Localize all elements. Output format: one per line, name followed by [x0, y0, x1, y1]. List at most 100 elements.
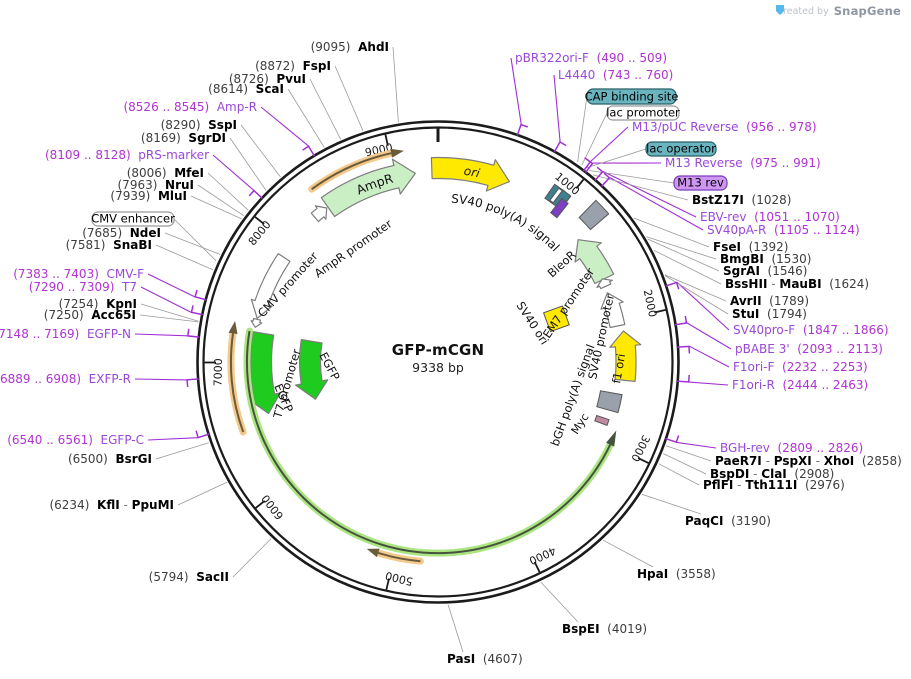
boxed-label-cap-binding-site[interactable]: CAP binding site — [585, 90, 679, 104]
primer-tick-pbabe-3[interactable] — [674, 315, 688, 326]
feature-em7-promoter-8[interactable] — [596, 278, 613, 290]
feature-egfp-5[interactable] — [247, 331, 281, 415]
label-kfli-ppumi[interactable]: (6234) KflI - PpuMI — [49, 498, 174, 512]
feature-myc-13[interactable] — [594, 414, 610, 427]
feature-label-bleor-5[interactable]: BleoR — [545, 248, 579, 281]
boxed-label-cap-binding-site-bg[interactable] — [586, 88, 677, 105]
label-kpni[interactable]: (7254) KpnI — [59, 297, 137, 311]
feature-ampr-1[interactable] — [320, 158, 416, 218]
feature-bgh-poly-a-signal-12[interactable] — [596, 390, 623, 414]
label-amp-r[interactable]: (8526 .. 8545) Amp-R — [123, 100, 257, 114]
feature-ori-0[interactable] — [430, 156, 510, 192]
primer-tick-m13-puc-reverse[interactable] — [582, 157, 592, 172]
label-bstz17i[interactable]: BstZ17I (1028) — [692, 193, 791, 207]
boxed-label-lac-operator[interactable]: lac operator — [646, 142, 716, 156]
feature-bleor-7[interactable] — [574, 239, 615, 285]
feature-m13-rev-18[interactable] — [549, 197, 569, 219]
boxed-label-cmv-enhancer[interactable]: CMV enhancer — [91, 212, 175, 226]
label-bgh-rev[interactable]: BGH-rev (2809 .. 2826) — [720, 441, 863, 455]
label-m13-puc-reverse[interactable]: M13/pUC Reverse (956 .. 978) — [632, 120, 817, 134]
label-l4440[interactable]: L4440 (743 .. 760) — [558, 68, 673, 82]
feature-sv40-ori-14[interactable] — [542, 305, 570, 333]
primer-tick-sv40pa-r[interactable] — [600, 172, 611, 187]
boxed-label-lac-promoter-bg[interactable] — [606, 105, 680, 121]
label-exfp-r[interactable]: (6889 .. 6908) EXFP-R — [0, 372, 131, 386]
label-sv40pro-f[interactable]: SV40pro-F (1847 .. 1866) — [733, 323, 889, 337]
label-hpai[interactable]: HpaI (3558) — [637, 567, 716, 581]
label-bsrgi[interactable]: (6500) BsrGI — [68, 452, 152, 466]
label-sgrai[interactable]: SgrAI (1546) — [723, 264, 807, 278]
label-f1ori-r[interactable]: F1ori-R (2444 .. 2463) — [732, 378, 868, 392]
primer-tick-egfp-n[interactable] — [187, 328, 200, 338]
feature-label-ampr-promoter-0[interactable]: AmpR promoter — [312, 216, 395, 280]
label-scai[interactable]: (8614) ScaI — [208, 82, 284, 96]
primer-tick-f1ori-r[interactable] — [677, 374, 690, 383]
feature-label-ori[interactable]: ori — [463, 164, 482, 181]
snapgene-watermark: Created by SnapGene — [776, 4, 901, 18]
label-sspi[interactable]: (8290) SspI — [161, 118, 237, 132]
label-f1ori-f[interactable]: F1ori-F (2232 .. 2253) — [733, 360, 868, 374]
label-paqci[interactable]: PaqCI (3190) — [685, 514, 771, 528]
label-mlui[interactable]: (7939) MluI — [110, 189, 187, 203]
feature-label-sv40-poly-a-signal[interactable]: SV40 poly(A) signal — [451, 192, 563, 255]
label-pbabe-3[interactable]: pBABE 3' (2093 .. 2113) — [735, 342, 883, 356]
label-pasi[interactable]: PasI (4607) — [447, 652, 523, 666]
primer-tick-l4440[interactable] — [553, 140, 567, 153]
label-acc65i[interactable]: (7250) Acc65I — [44, 308, 136, 322]
boxed-label-lac-promoter[interactable]: lac promoter — [606, 106, 680, 120]
label-nrui[interactable]: (7963) NruI — [118, 178, 195, 192]
label-m13-reverse[interactable]: M13 Reverse (975 .. 991) — [665, 156, 821, 170]
label-fspi[interactable]: (8872) FspI — [255, 59, 331, 73]
label-fsei[interactable]: FseI (1392) — [713, 240, 788, 254]
label-egfp-n[interactable]: (7148 .. 7169) EGFP-N — [0, 327, 131, 341]
label-ebv-rev[interactable]: EBV-rev (1051 .. 1070) — [700, 210, 840, 224]
primer-tick-t7[interactable] — [190, 305, 203, 316]
feature-t7-promoter-4[interactable] — [250, 317, 263, 328]
primer-tick-prs-marker[interactable] — [248, 189, 263, 199]
label-ahdi[interactable]: (9095) AhdI — [311, 40, 389, 54]
label-cmv-f[interactable]: (7383 .. 7403) CMV-F — [13, 267, 144, 281]
feature-sv40-promoter-9[interactable] — [600, 292, 626, 329]
label-bspdi-clai[interactable]: BspDI - ClaI (2908) — [710, 467, 834, 481]
primer-tick-pbr322ori-f[interactable] — [516, 123, 528, 136]
leader-amp-r — [260, 106, 309, 147]
primer-tick-bgh-rev[interactable] — [665, 435, 680, 444]
label-bsshii-maubi[interactable]: BssHII - MauBI (1624) — [725, 277, 869, 291]
label-mfei[interactable]: (8006) MfeI — [127, 166, 204, 180]
label-snabi[interactable]: (7581) SnaBI — [66, 238, 152, 252]
feature-sv40-poly-a-signal-11[interactable] — [578, 199, 610, 231]
label-paer7i-pspxi-xhoi[interactable]: PaeR7I - PspXI - XhoI (2858) — [715, 454, 902, 468]
leader-bstz17i — [592, 174, 689, 201]
boxed-label-m13-rev-bg[interactable] — [673, 175, 728, 191]
label-sgrdi[interactable]: (8169) SgrDI — [141, 131, 226, 145]
label-t7[interactable]: (7290 .. 7309) T7 — [29, 280, 137, 294]
label-pbr322ori-f[interactable]: pBR322ori-F (490 .. 509) — [515, 51, 667, 65]
feature-label-f1-ori-9[interactable]: f1 ori — [609, 353, 628, 385]
label-prs-marker[interactable]: (8109 .. 8128) pRS-marker — [45, 148, 209, 162]
feature-ampr-promoter-2[interactable] — [310, 205, 328, 223]
primer-tick-sv40pro-f[interactable] — [665, 281, 680, 290]
label-egfp-c[interactable]: (6540 .. 6561) EGFP-C — [7, 433, 144, 447]
feature-f1-ori-10[interactable] — [609, 330, 642, 382]
label-bmgbi[interactable]: BmgBI (1530) — [720, 252, 811, 266]
label-sacii[interactable]: (5794) SacII — [149, 570, 229, 584]
feature-label-em7-promoter-6[interactable]: EM7 promoter — [540, 265, 597, 341]
primer-tick-amp-r[interactable] — [302, 145, 316, 157]
feature-egfp-6[interactable] — [295, 339, 329, 400]
primer-tick-f1ori-f[interactable] — [677, 345, 691, 354]
label-pvui[interactable]: (8726) PvuI — [229, 72, 306, 86]
label-sv40pa-r[interactable]: SV40pA-R (1105 .. 1124) — [707, 223, 860, 237]
label-pflfi-tth111i[interactable]: PflFI - Tth111I (2976) — [703, 478, 845, 492]
label-ndei[interactable]: (7685) NdeI — [82, 226, 161, 240]
primer-tick-cmv-f[interactable] — [194, 289, 207, 301]
label-stui[interactable]: StuI (1794) — [732, 307, 807, 321]
boxed-label-lac-operator-bg[interactable] — [645, 141, 717, 157]
primer-tick-ebv-rev[interactable] — [594, 166, 604, 181]
primer-tick-exfp-r[interactable] — [186, 378, 199, 387]
primer-tick-egfp-c[interactable] — [195, 430, 210, 439]
boxed-label-m13-rev[interactable]: M13 rev — [677, 176, 724, 190]
label-bspei[interactable]: BspEI (4019) — [562, 622, 647, 636]
feature-cmv-promoter-3[interactable] — [250, 253, 291, 319]
label-avrii[interactable]: AvrII (1789) — [730, 294, 809, 308]
boxed-label-cmv-enhancer-bg[interactable] — [91, 211, 175, 227]
